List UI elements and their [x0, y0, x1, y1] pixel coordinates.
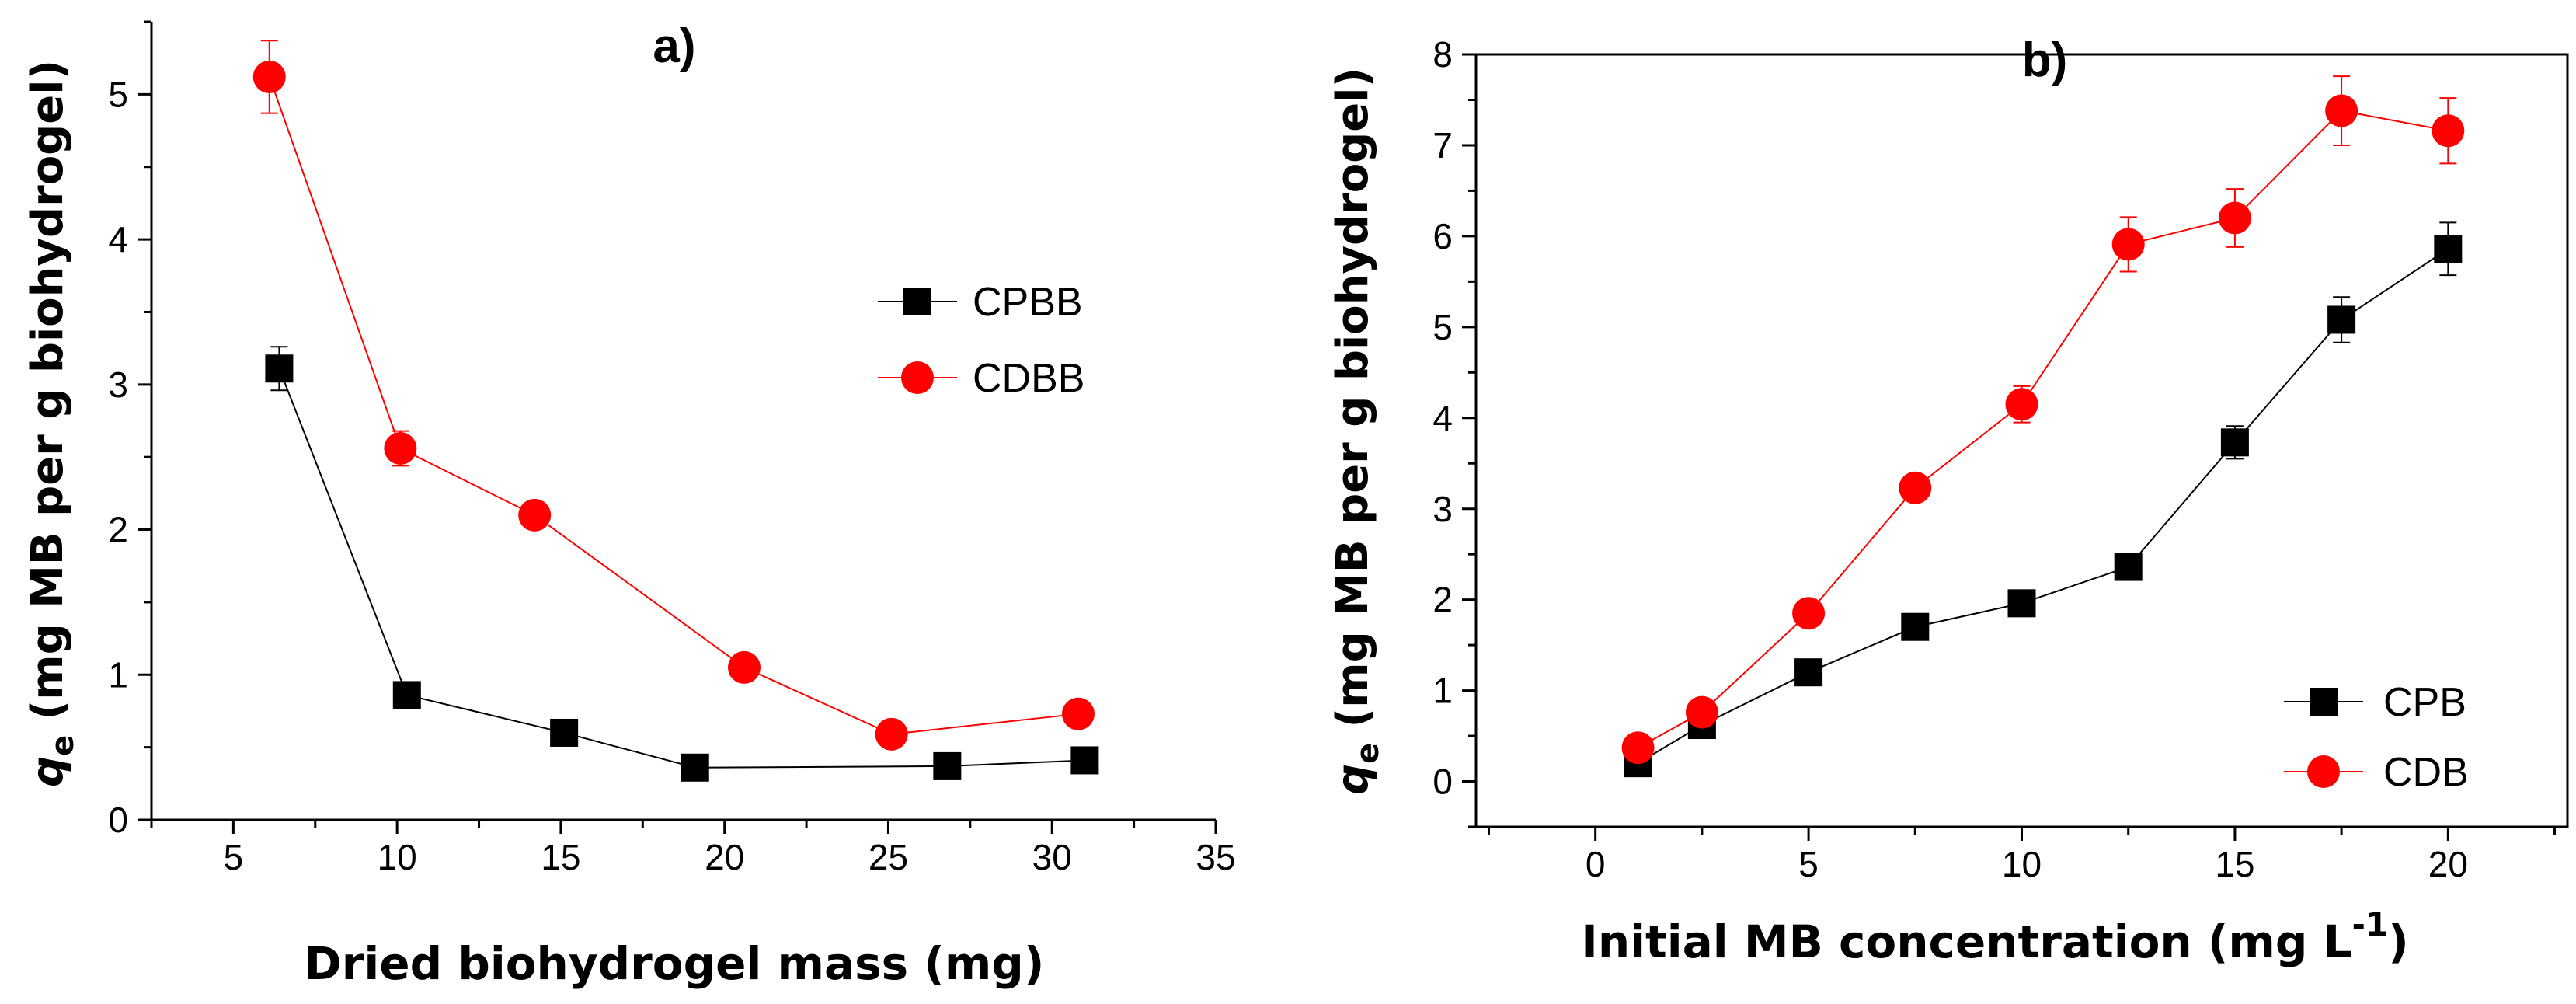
point-cpbb — [1070, 746, 1099, 775]
series-line-cdbb — [268, 76, 1079, 735]
y-tick-label: 2 — [108, 510, 128, 550]
legend-cdbb-label: CDBB — [973, 356, 1084, 401]
panel-b-series-layer — [1621, 75, 2465, 778]
x-tick-label: 25 — [869, 837, 908, 877]
point-cdbb — [518, 498, 552, 532]
legend-cpb-marker — [2310, 688, 2338, 716]
point-cpbb — [265, 354, 294, 383]
point-cdb — [1899, 471, 1932, 504]
panel-b-x-axis-title: Initial MB concentration (mg L-1) — [1581, 905, 2408, 968]
point-cdbb — [727, 650, 761, 684]
point-cpb — [2434, 235, 2463, 263]
y-tick-label: 2 — [1432, 580, 1453, 620]
y-tick-label: 6 — [1432, 216, 1453, 256]
panel-b-axes: 0 5 10 15 20 0 1 2 3 4 5 6 7 8 — [1432, 34, 2569, 884]
point-cpb — [1901, 612, 1930, 641]
x-tick-label: 35 — [1196, 837, 1235, 877]
legend-cpbb-marker — [903, 288, 931, 315]
point-cdbb — [252, 60, 286, 93]
series-line-cdb — [1638, 110, 2449, 749]
point-cpbb — [392, 681, 421, 709]
panel-b-chart: 0 5 10 15 20 0 1 2 3 4 5 6 7 8 b) Initial MB concentr… — [1328, 33, 2569, 968]
legend-cpbb-label: CPBB — [973, 280, 1083, 325]
panel-b-x-axis-text: Initial MB concentration (mg L — [1581, 915, 2351, 968]
point-cdbb — [384, 431, 417, 465]
point-cdb — [2325, 94, 2358, 127]
point-cdb — [1685, 695, 1718, 729]
panel-a-series-layer — [252, 40, 1099, 782]
y-tick-label: 3 — [108, 364, 128, 405]
point-cpbb — [681, 753, 709, 782]
series-line-cpb — [1638, 248, 2449, 764]
x-tick-label: 15 — [541, 837, 580, 877]
y-tick-label: 5 — [1432, 307, 1453, 347]
series-line-cpbb — [278, 368, 1085, 769]
y-tick-label: 0 — [1432, 762, 1453, 802]
y-tick-label: 8 — [1432, 34, 1453, 75]
point-cdb — [1621, 731, 1655, 765]
y-tick-label: 0 — [108, 800, 128, 840]
panel-a-y-axis-units: (mg MB per g biohydrogel) — [23, 60, 73, 735]
y-tick-label: 7 — [1432, 125, 1453, 166]
y-tick-label: 3 — [1432, 489, 1453, 529]
y-tick-label: 1 — [108, 654, 128, 695]
panel-a-y-axis-subscript: e — [45, 735, 81, 756]
x-tick-label: 15 — [2215, 844, 2254, 884]
point-cpb — [2007, 589, 2036, 618]
point-cdbb — [1061, 697, 1095, 730]
point-cpb — [2220, 428, 2249, 457]
panel-a-label: a) — [653, 19, 695, 73]
panel-b-legend: CPB CDB — [2284, 680, 2469, 795]
panel-b-x-axis-close: ) — [2388, 915, 2409, 968]
x-tick-label: 10 — [2002, 844, 2042, 884]
panel-b-y-axis-subscript: e — [1350, 743, 1386, 764]
point-cpb — [2327, 305, 2356, 334]
x-tick-label: 10 — [378, 837, 417, 877]
y-tick-label: 4 — [1432, 398, 1453, 438]
legend-cdbb-marker — [901, 361, 934, 394]
legend-cdb-marker — [2307, 755, 2340, 788]
x-tick-label: 20 — [2428, 844, 2468, 884]
panel-b-y-axis-symbol: q — [1328, 764, 1378, 795]
panel-a-legend: CPBB CDBB — [878, 280, 1084, 401]
panel-a-y-axis-symbol: q — [23, 756, 73, 787]
x-tick-label: 5 — [224, 837, 244, 877]
panel-b-y-axis-title: qe (mg MB per g biohydrogel) — [1328, 68, 1386, 795]
x-tick-label: 0 — [1586, 844, 1606, 884]
point-cdb — [1792, 597, 1826, 630]
point-cpb — [1794, 658, 1823, 687]
point-cdbb — [875, 717, 908, 751]
point-cpbb — [550, 718, 579, 747]
panel-b-y-axis-units: (mg MB per g biohydrogel) — [1328, 68, 1378, 743]
y-tick-label: 4 — [108, 219, 128, 260]
x-tick-label: 5 — [1798, 844, 1819, 884]
point-cpb — [2114, 553, 2143, 581]
point-cdb — [2432, 114, 2465, 148]
legend-cdb-label: CDB — [2383, 750, 2469, 795]
panel-a-axes: 5 10 15 20 25 30 35 0 1 2 3 4 5 — [108, 20, 1236, 877]
panel-a-chart: 5 10 15 20 25 30 35 0 1 2 3 4 5 a) Dried biohydrogel… — [23, 19, 1236, 990]
point-cdb — [2005, 388, 2038, 421]
x-tick-label: 30 — [1032, 837, 1072, 877]
panel-a-y-axis-title: qe (mg MB per g biohydrogel) — [23, 60, 81, 787]
x-tick-label: 20 — [705, 837, 744, 877]
y-tick-label: 5 — [108, 74, 128, 114]
panel-a-x-axis-title: Dried biohydrogel mass (mg) — [305, 937, 1045, 990]
panel-b-x-axis-superscript: -1 — [2352, 905, 2389, 943]
legend-cpb-label: CPB — [2383, 680, 2466, 725]
y-tick-label: 1 — [1432, 671, 1453, 711]
panel-b-label: b) — [2022, 33, 2068, 87]
point-cdb — [2111, 228, 2145, 261]
point-cpbb — [933, 751, 962, 780]
point-cdb — [2218, 201, 2251, 235]
